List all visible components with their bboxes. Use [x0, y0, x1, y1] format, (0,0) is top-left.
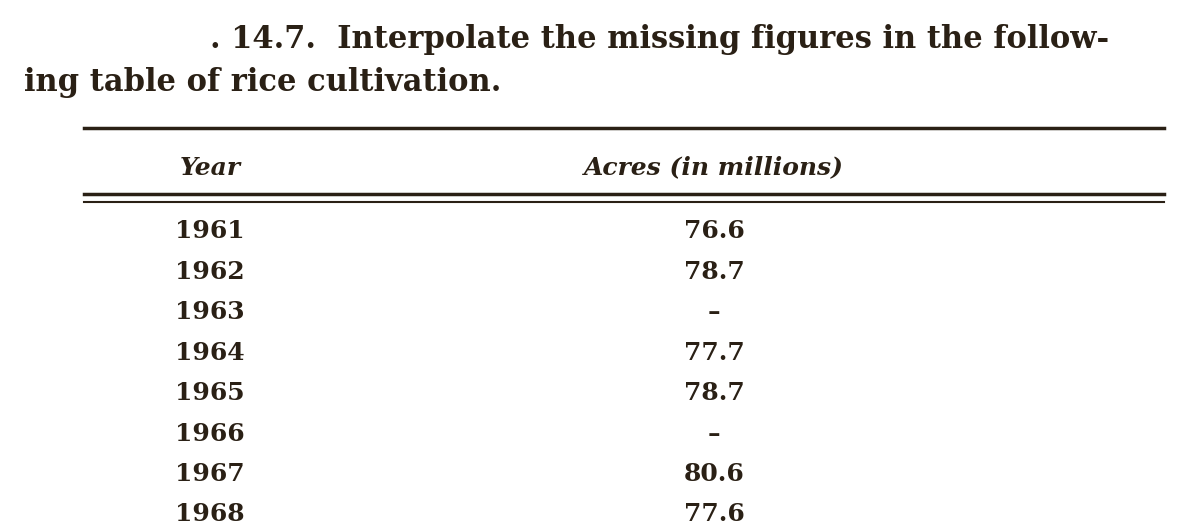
Text: –: –	[708, 300, 720, 325]
Text: Year: Year	[180, 155, 240, 180]
Text: 77.7: 77.7	[684, 340, 744, 365]
Text: –: –	[708, 421, 720, 446]
Text: 1967: 1967	[175, 462, 245, 486]
Text: 78.7: 78.7	[684, 381, 744, 405]
Text: 80.6: 80.6	[684, 462, 744, 486]
Text: 1964: 1964	[175, 340, 245, 365]
Text: 1965: 1965	[175, 381, 245, 405]
Text: 76.6: 76.6	[684, 219, 744, 244]
Text: 1961: 1961	[175, 219, 245, 244]
Text: 1963: 1963	[175, 300, 245, 325]
Text: 77.6: 77.6	[684, 502, 744, 527]
Text: Acres (in millions): Acres (in millions)	[584, 155, 844, 180]
Text: . 14.7.  Interpolate the missing figures in the follow-: . 14.7. Interpolate the missing figures …	[210, 24, 1110, 55]
Text: ing table of rice cultivation.: ing table of rice cultivation.	[24, 66, 502, 97]
Text: 1968: 1968	[175, 502, 245, 527]
Text: 1962: 1962	[175, 260, 245, 284]
Text: 1966: 1966	[175, 421, 245, 446]
Text: 78.7: 78.7	[684, 260, 744, 284]
